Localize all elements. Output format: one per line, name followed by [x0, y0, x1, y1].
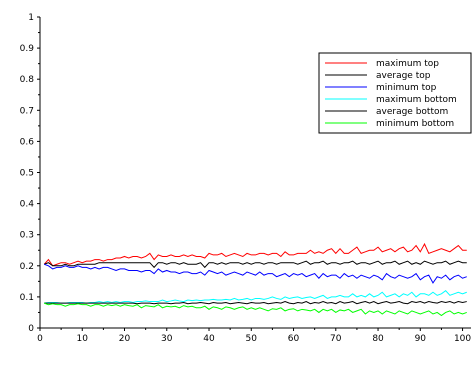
axes: 00.10.20.30.40.50.60.70.80.910 10 20 30 40 50…: [20, 13, 472, 344]
y-tick-label: 0.2: [20, 262, 34, 272]
y-tick-label: 0.9: [20, 44, 35, 54]
y-tick-label: 0: [28, 324, 34, 334]
x-tick-label: 90: [415, 334, 427, 344]
legend: maximum top average top minimum top maximum…: [318, 52, 472, 134]
x-tick-label: 100: [454, 334, 471, 344]
series-line-maximum-bottom: [44, 290, 467, 304]
x-tick-label: 40: [203, 334, 215, 344]
y-tick-label: 0.5: [20, 169, 34, 179]
y-tick-label: 0.1: [20, 293, 34, 303]
series-line-minimum-bottom: [44, 302, 467, 317]
series-line-average-top: [44, 260, 467, 269]
x-tick-label: 30: [161, 334, 173, 344]
y-tick-label: 0.7: [20, 106, 34, 116]
x-tick-label: 20: [119, 334, 131, 344]
legend-label-average-bottom: average bottom: [376, 107, 448, 117]
y-tick-label: 0.6: [20, 137, 35, 147]
x-tick-label: 70: [330, 334, 342, 344]
series-layer: [43, 242, 467, 317]
x-tick-label: 60: [288, 334, 300, 344]
series-line-minimum-top: [44, 263, 467, 284]
series-line-average-bottom: [44, 301, 467, 305]
legend-label-minimum-bottom: minimum bottom: [376, 119, 454, 129]
y-tick-label: 0.8: [20, 75, 35, 85]
y-tick-label: 0.3: [20, 231, 34, 241]
legend-label-minimum-top: minimum top: [376, 83, 437, 93]
x-tick-label: 0: [37, 334, 43, 344]
y-tick-label: 0.4: [20, 200, 35, 210]
legend-label-maximum-bottom: maximum bottom: [376, 95, 457, 105]
y-tick-label: 1: [28, 13, 34, 23]
x-tick-label: 10: [77, 334, 89, 344]
legend-label-average-top: average top: [376, 71, 431, 81]
x-tick-label: 50: [246, 334, 258, 344]
x-tick-label: 80: [372, 334, 384, 344]
legend-label-maximum-top: maximum top: [376, 59, 439, 69]
legend-box: [318, 52, 472, 134]
series-line-maximum-top: [43, 242, 467, 267]
